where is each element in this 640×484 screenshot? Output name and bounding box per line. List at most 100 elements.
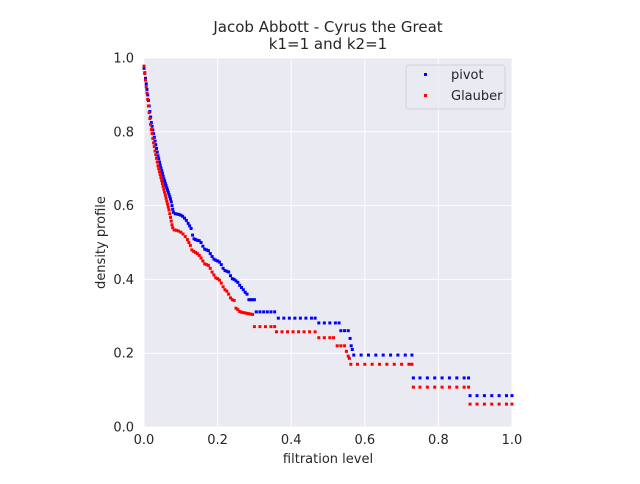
data-point (228, 296, 232, 300)
data-point (161, 184, 165, 188)
data-point (221, 285, 225, 289)
data-point (227, 292, 231, 296)
plot-area (144, 58, 512, 427)
data-point (309, 316, 313, 320)
data-point (163, 181, 167, 185)
data-point (482, 402, 486, 406)
data-point (339, 329, 343, 333)
data-points (142, 64, 514, 406)
data-point (363, 362, 367, 366)
data-point (313, 316, 317, 320)
data-point (245, 311, 249, 315)
data-point (197, 239, 201, 243)
x-tick-label: 0.8 (428, 433, 449, 448)
data-point (359, 353, 363, 357)
data-point (201, 244, 205, 248)
x-axis-label: filtration level (283, 452, 373, 467)
data-point (287, 316, 291, 320)
data-point (240, 286, 244, 290)
data-point (411, 385, 415, 389)
data-point (232, 298, 236, 302)
data-point (159, 176, 163, 180)
data-point (143, 76, 147, 80)
data-point (282, 316, 286, 320)
data-point (385, 362, 389, 366)
data-point (214, 258, 218, 262)
data-point (216, 259, 220, 263)
data-point (269, 310, 273, 314)
data-point (183, 235, 187, 239)
y-tick-label: 0.2 (113, 347, 134, 362)
data-point (263, 325, 267, 329)
data-point (245, 292, 249, 296)
y-tick-label: 0.6 (113, 199, 134, 214)
data-point (152, 141, 156, 145)
data-point (155, 146, 159, 150)
data-point (144, 82, 148, 86)
data-point (221, 266, 225, 270)
legend-label-pivot: pivot (451, 68, 484, 83)
data-point (258, 325, 262, 329)
data-point (188, 224, 192, 228)
data-point (355, 362, 359, 366)
data-point (173, 212, 177, 216)
data-point (339, 344, 343, 348)
data-point (286, 330, 290, 334)
data-point (328, 321, 332, 325)
data-point (228, 274, 232, 278)
data-point (475, 402, 479, 406)
data-point (145, 91, 149, 95)
data-point (249, 312, 253, 316)
data-point (425, 376, 429, 380)
data-point (149, 128, 153, 132)
x-tick-label: 1.0 (502, 433, 523, 448)
data-point (206, 263, 210, 267)
data-point (187, 241, 191, 244)
data-point (462, 376, 466, 380)
data-point (317, 336, 321, 340)
data-point (370, 362, 374, 366)
data-point (177, 229, 181, 233)
data-point (455, 376, 459, 380)
data-point (152, 145, 156, 149)
data-point (142, 66, 146, 70)
data-point (232, 277, 236, 281)
data-point (150, 132, 154, 136)
data-point (349, 362, 353, 366)
data-point (160, 181, 164, 185)
data-point (163, 193, 167, 197)
data-point (302, 330, 306, 334)
data-point (274, 330, 278, 334)
data-point (332, 336, 336, 340)
data-point (203, 247, 207, 251)
data-point (147, 111, 151, 115)
data-point (349, 344, 353, 348)
data-point (172, 228, 176, 232)
data-point (468, 402, 472, 406)
data-point (219, 263, 223, 267)
data-point (181, 214, 185, 218)
data-point (201, 259, 205, 263)
data-point (403, 353, 407, 357)
data-point (217, 260, 221, 264)
data-point (490, 402, 494, 406)
data-point (343, 344, 347, 348)
data-point (350, 348, 354, 352)
data-point (208, 252, 212, 256)
data-point (146, 104, 150, 108)
data-point (455, 385, 459, 389)
data-point (142, 64, 146, 68)
data-point (243, 290, 247, 294)
legend-marker-pivot (424, 73, 427, 76)
data-point (262, 310, 266, 314)
data-point (143, 78, 147, 82)
data-point (504, 402, 508, 406)
y-tick-label: 0.4 (113, 273, 134, 288)
data-point (161, 174, 165, 178)
data-point (236, 308, 240, 312)
data-point (418, 385, 422, 389)
data-point (227, 270, 231, 274)
data-point (192, 249, 196, 253)
data-point (313, 330, 317, 334)
